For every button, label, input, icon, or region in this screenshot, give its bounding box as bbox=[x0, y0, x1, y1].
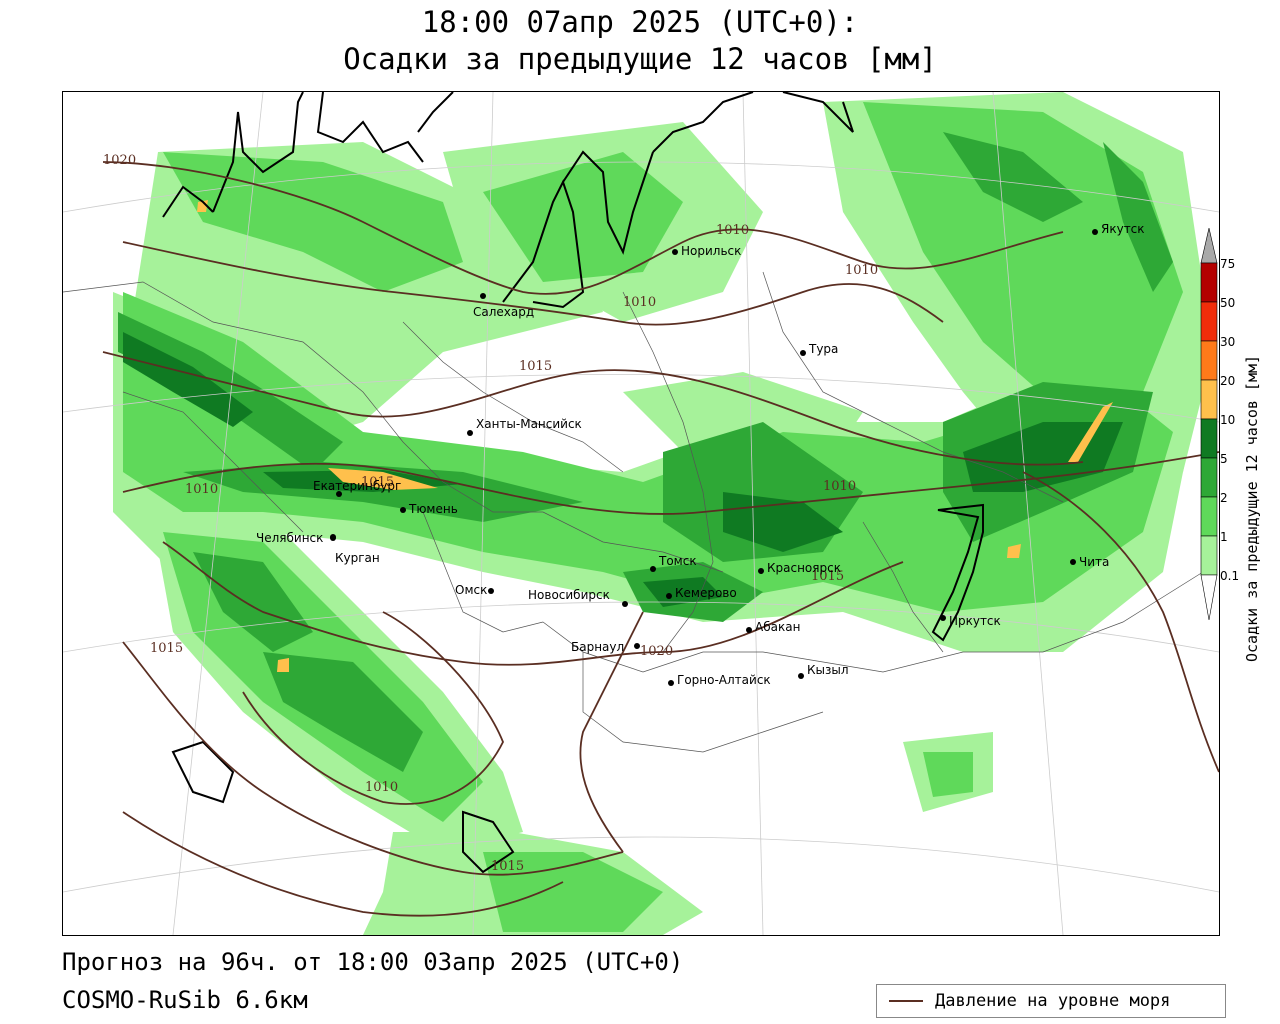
colorbar-segment-7 bbox=[1200, 379, 1218, 420]
colorbar-over-arrow bbox=[1200, 227, 1218, 264]
city-label: Горно-Алтайск bbox=[677, 673, 771, 687]
city-label: Красноярск bbox=[767, 561, 841, 575]
colorbar-tick: 10 bbox=[1220, 413, 1235, 427]
isobar-label: 1015 bbox=[491, 859, 524, 874]
isobar-label: 1010 bbox=[185, 482, 218, 497]
city-kyzyl: Кызыл bbox=[798, 663, 849, 679]
city-label: Курган bbox=[335, 551, 380, 565]
forecast-info: Прогноз на 96ч. от 18:00 03апр 2025 (UTC… bbox=[62, 948, 684, 976]
colorbar-segment-10 bbox=[1200, 262, 1218, 303]
city-krasnoyarsk: Красноярск bbox=[758, 561, 841, 575]
city-label: Омск bbox=[455, 583, 487, 597]
colorbar: 75 50 30 20 10 5 2 1 0.1 bbox=[1200, 227, 1270, 628]
isobar-label: 1015 bbox=[519, 359, 552, 374]
isobar-label: 1015 bbox=[811, 569, 844, 584]
colorbar-segment-9 bbox=[1200, 301, 1218, 342]
isobar-label: 1015 bbox=[150, 641, 183, 656]
city-omsk: Омск bbox=[455, 583, 494, 597]
colorbar-segment-5 bbox=[1200, 457, 1218, 498]
city-label: Ханты-Мансийск bbox=[476, 417, 582, 431]
city-label: Новосибирск bbox=[528, 588, 610, 602]
isobar-label: 1010 bbox=[365, 780, 398, 795]
colorbar-title: Осадки за предыдущие 12 часов [мм] bbox=[1243, 354, 1261, 662]
city-label: Якутск bbox=[1101, 222, 1145, 236]
colorbar-under-arrow bbox=[1200, 574, 1218, 621]
isobar-label: 1010 bbox=[716, 223, 749, 238]
map-legend: Давление на уровне моря bbox=[876, 984, 1226, 1018]
isobar-label: 1020 bbox=[103, 153, 136, 168]
colorbar-segment-6 bbox=[1200, 418, 1218, 459]
city-abakan: Абакан bbox=[746, 620, 800, 634]
city-label: Абакан bbox=[755, 620, 800, 634]
precipitation-map: 1020 1010 1010 1010 1015 1010 1015 1010 … bbox=[62, 91, 1220, 936]
graticule bbox=[63, 92, 1219, 935]
city-label: Тура bbox=[808, 342, 838, 356]
isobar-label: 1010 bbox=[623, 295, 656, 310]
city-salekhard: Салехард bbox=[473, 293, 534, 319]
city-label: Тюмень bbox=[408, 502, 458, 516]
city-label: Кемерово bbox=[675, 586, 737, 600]
city-tyumen: Тюмень bbox=[400, 502, 458, 516]
cities: Норильск Якутск Салехард Тура Ханты-Манс… bbox=[256, 222, 1145, 687]
map-title-line2: Осадки за предыдущие 12 часов [мм] bbox=[343, 42, 937, 76]
colorbar-tick: 0.1 bbox=[1220, 569, 1239, 583]
city-norilsk: Норильск bbox=[672, 244, 741, 258]
city-chita: Чита bbox=[1070, 555, 1109, 569]
city-label: Томск bbox=[658, 554, 697, 568]
isobars bbox=[102, 161, 1219, 917]
colorbar-tick: 75 bbox=[1220, 257, 1235, 271]
city-gorno-altaysk: Горно-Алтайск bbox=[668, 673, 771, 687]
isobar-label: 1020 bbox=[640, 644, 673, 659]
city-label: Салехард bbox=[473, 305, 534, 319]
city-yekaterinburg: Екатеринбург bbox=[313, 479, 401, 497]
colorbar-tick: 2 bbox=[1220, 491, 1228, 505]
colorbar-tick: 50 bbox=[1220, 296, 1235, 310]
city-tomsk: Томск bbox=[650, 554, 697, 572]
city-yakutsk: Якутск bbox=[1092, 222, 1145, 236]
city-label: Челябинск bbox=[256, 531, 323, 545]
map-title-line1: 18:00 07апр 2025 (UTC+0): bbox=[421, 5, 859, 39]
city-label: Иркутск bbox=[949, 614, 1001, 628]
isobar-label: 1010 bbox=[845, 263, 878, 278]
colorbar-segment-4 bbox=[1200, 496, 1218, 537]
admin-borders bbox=[63, 271, 1204, 753]
model-name: COSMO-RuSib 6.6км bbox=[62, 986, 308, 1014]
colorbar-tick: 1 bbox=[1220, 530, 1228, 544]
city-tura: Тура bbox=[800, 342, 838, 356]
city-label: Екатеринбург bbox=[313, 479, 401, 493]
city-label: Кызыл bbox=[807, 663, 849, 677]
isobar-labels: 1020 1010 1010 1010 1015 1010 1015 1010 … bbox=[103, 153, 878, 874]
isobar-label: 1015 bbox=[361, 475, 394, 490]
coastlines bbox=[162, 92, 984, 874]
colorbar-tick: 5 bbox=[1220, 452, 1228, 466]
isobar-legend-line bbox=[889, 1000, 923, 1002]
city-label: Чита bbox=[1079, 555, 1109, 569]
isobar-label: 1010 bbox=[823, 479, 856, 494]
city-kurgan: Курган bbox=[330, 535, 380, 565]
city-khanty-mansiysk: Ханты-Мансийск bbox=[467, 417, 582, 436]
precip-orange bbox=[197, 200, 1113, 672]
legend-label: Давление на уровне моря bbox=[935, 991, 1171, 1011]
colorbar-tick: 20 bbox=[1220, 374, 1235, 388]
precip-very-heavy bbox=[123, 332, 1123, 607]
city-kemerovo: Кемерово bbox=[666, 586, 737, 600]
city-label: Барнаул bbox=[571, 640, 624, 654]
colorbar-segment-8 bbox=[1200, 340, 1218, 381]
city-label: Норильск bbox=[681, 244, 741, 258]
colorbar-segment-3 bbox=[1200, 535, 1218, 576]
city-irkutsk: Иркутск bbox=[940, 614, 1001, 628]
colorbar-tick: 30 bbox=[1220, 335, 1235, 349]
city-barnaul: Барнаул bbox=[571, 640, 640, 654]
city-novosibirsk: Новосибирск bbox=[528, 588, 628, 607]
